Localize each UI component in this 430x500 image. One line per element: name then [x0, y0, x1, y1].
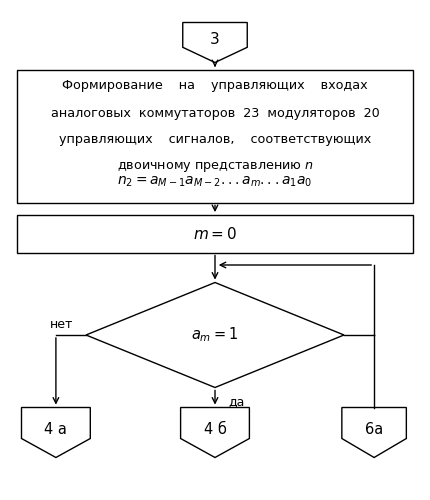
Polygon shape	[22, 408, 90, 458]
Text: 3: 3	[210, 32, 220, 48]
Text: управляющих    сигналов,    соответствующих: управляющих сигналов, соответствующих	[59, 134, 371, 146]
Text: 6а: 6а	[365, 422, 383, 438]
Text: двоичному представлению $n$: двоичному представлению $n$	[117, 160, 313, 174]
Polygon shape	[183, 22, 247, 62]
Text: $a_m = 1$: $a_m = 1$	[191, 326, 239, 344]
Text: $m = 0$: $m = 0$	[193, 226, 237, 242]
Text: 4 а: 4 а	[44, 422, 68, 438]
Text: нет: нет	[50, 318, 73, 332]
Text: аналоговых  коммутаторов  23  модуляторов  20: аналоговых коммутаторов 23 модуляторов 2…	[51, 106, 379, 120]
Bar	[17, 70, 413, 202]
Polygon shape	[181, 408, 249, 458]
Text: $n_2 = a_{M-1}a_{M-2}...a_m...a_1a_0$: $n_2 = a_{M-1}a_{M-2}...a_m...a_1a_0$	[117, 174, 313, 188]
Text: 4 б: 4 б	[203, 422, 227, 438]
Polygon shape	[342, 408, 406, 458]
Text: Формирование    на    управляющих    входах: Формирование на управляющих входах	[62, 80, 368, 92]
Bar	[17, 215, 413, 252]
Text: да: да	[228, 395, 244, 408]
Polygon shape	[86, 282, 344, 388]
